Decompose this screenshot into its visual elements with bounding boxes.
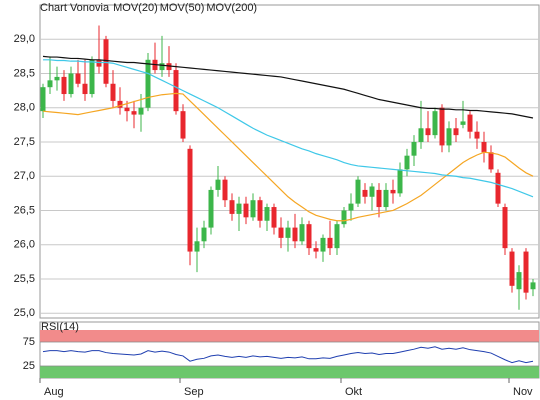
candle-body [362,189,368,197]
candle-body [425,128,431,136]
x-tick-label: Okt [345,386,362,398]
candle-body [264,207,270,221]
candle-body [47,80,53,88]
candle-body [229,200,235,214]
candle-body [145,59,151,108]
candle-body [117,100,123,108]
candle-body [173,70,179,112]
candle-body [68,73,74,95]
candle-body [40,87,46,112]
candle-body [530,282,536,290]
candle-body [474,131,480,139]
candle-body [383,189,389,208]
candle-body [82,83,88,95]
candle-body [495,172,501,204]
candle-body [502,207,508,249]
y-tick-label: 26,0 [14,239,35,251]
y-tick-label: 28,5 [14,67,35,79]
legend: Chart Vonovia MOV(20) MOV(50) MOV(200) [40,2,257,14]
candle-body [306,224,312,249]
legend-entry: MOV(50) [160,2,205,14]
candle-body [201,227,207,242]
candle-body [348,203,354,211]
rsi-oversold-zone [40,366,539,378]
candle-body [292,227,298,242]
candle-body [236,203,242,214]
candle-body [75,73,81,84]
candle-body [299,224,305,242]
y-tick-label: 27,5 [14,136,35,148]
candle-body [54,76,60,81]
candle-body [327,237,333,249]
candle-body [460,121,466,125]
candle-body [278,227,284,238]
candle-body [516,272,522,290]
price-panel [39,4,540,319]
moving-average-line [42,55,534,119]
candle-body [131,111,137,115]
candle-body [481,141,487,153]
candle-body [439,107,445,146]
chart-title: Chart Vonovia [40,2,110,14]
candle-body [467,114,473,132]
candle-body [222,179,228,201]
candle-body [124,107,130,112]
candle-body [250,200,256,218]
rsi-overbought-zone [40,330,539,342]
candle-body [89,59,95,95]
candle-body [404,155,410,170]
moving-average-line [42,92,534,222]
y-tick-label: 28,0 [14,102,35,114]
rsi-tick-label: 75 [23,336,35,348]
legend-entry: MOV(200) [206,2,257,14]
y-tick-label: 26,5 [14,204,35,216]
candle-body [313,248,319,252]
x-tick-label: Aug [44,386,64,398]
rsi-label: RSI(14) [41,321,79,333]
candle-body [61,76,67,95]
candle-body [194,241,200,252]
candle-body [159,63,165,71]
x-tick-label: Sep [184,386,204,398]
rsi-tick-label: 25 [23,360,35,372]
candle-body [341,210,347,225]
candle-body [320,237,326,252]
candle-body [369,186,375,197]
y-tick-label: 25,5 [14,273,35,285]
candle-body [103,39,109,84]
candle-body [453,128,459,136]
candle-body [187,148,193,252]
candle-body [446,128,452,146]
candle-body [96,59,102,67]
candle-body [138,107,144,115]
candle-body [488,152,494,170]
candle-body [376,189,382,208]
candle-body [355,179,361,204]
candle-body [243,203,249,218]
candle-body [215,179,221,190]
candle-body [432,111,438,136]
candle-body [397,169,403,194]
candle-body [285,227,291,238]
rsi-line [42,346,534,364]
candle-body [180,111,186,139]
candle-body [271,207,277,228]
candle-body [334,224,340,249]
candle-body [523,251,529,293]
candle-body [208,189,214,228]
y-tick-label: 27,0 [14,170,35,182]
legend-entry: MOV(20) [113,2,158,14]
candle-body [509,251,515,286]
y-tick-label: 25,0 [14,307,35,319]
moving-average-line [43,59,534,198]
candle-body [390,189,396,194]
x-tick-label: Nov [513,386,533,398]
candle-body [110,83,116,101]
candle-body [418,128,424,142]
candle-body [257,200,263,221]
candle-body [166,63,172,71]
y-tick-label: 29,0 [14,33,35,45]
candle-body [411,141,417,156]
